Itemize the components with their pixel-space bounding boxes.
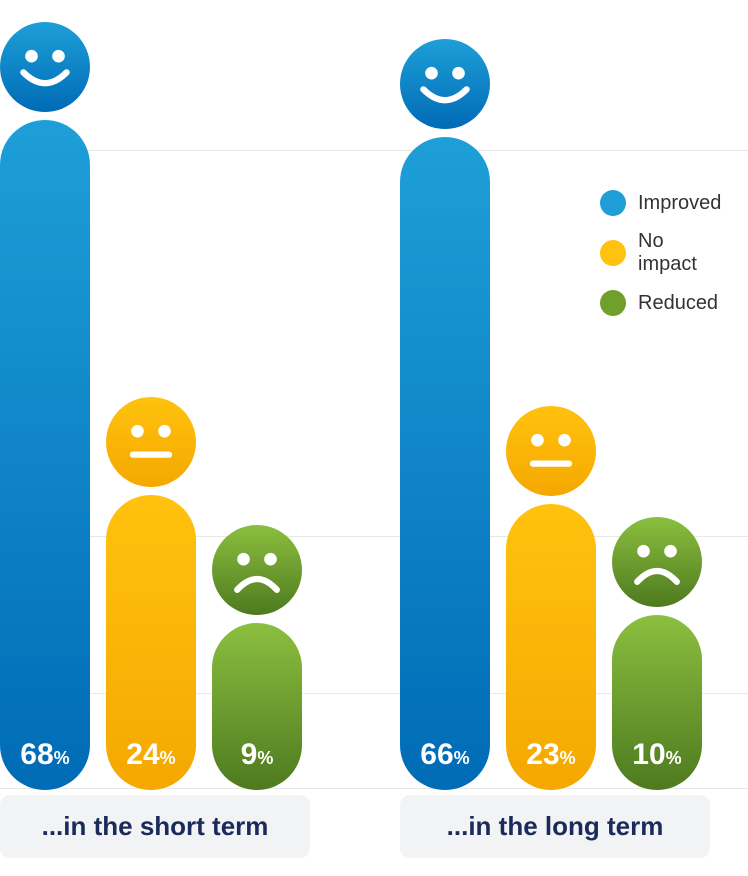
bar-improved bbox=[400, 137, 490, 790]
bar-value-suffix: % bbox=[160, 748, 176, 768]
group-caption-short_term: ...in the short term bbox=[0, 795, 310, 858]
bar-value: 23 bbox=[526, 738, 559, 771]
legend-swatch-icon bbox=[600, 290, 626, 316]
bar-value: 68 bbox=[20, 738, 53, 771]
bar-value: 10 bbox=[632, 738, 665, 771]
bar-improved bbox=[0, 120, 90, 790]
legend-swatch-icon bbox=[600, 240, 626, 266]
neutral-face-icon bbox=[106, 397, 196, 487]
happy-face-icon bbox=[0, 22, 90, 112]
legend-item-improved: Improved bbox=[600, 190, 728, 216]
group-caption-long_term: ...in the long term bbox=[400, 795, 710, 858]
bar-value-label: 24% bbox=[106, 738, 196, 772]
bar-value: 66 bbox=[420, 738, 453, 771]
bar-value: 24 bbox=[126, 738, 159, 771]
neutral-face-icon bbox=[506, 406, 596, 496]
bar-value-suffix: % bbox=[560, 748, 576, 768]
bar-value-label: 10% bbox=[612, 738, 702, 772]
sad-face-icon bbox=[612, 517, 702, 607]
bar-value-suffix: % bbox=[454, 748, 470, 768]
bar-value-label: 66% bbox=[400, 738, 490, 772]
sad-face-icon bbox=[212, 525, 302, 615]
legend-swatch-icon bbox=[600, 190, 626, 216]
legend-label: No impact bbox=[638, 230, 728, 276]
bar-value-label: 23% bbox=[506, 738, 596, 772]
legend: Improved No impact Reduced bbox=[600, 190, 728, 330]
happy-face-icon bbox=[400, 39, 490, 129]
legend-item-reduced: Reduced bbox=[600, 290, 728, 316]
chart-area: 68% 24% 9% bbox=[0, 0, 748, 790]
legend-item-no_impact: No impact bbox=[600, 230, 728, 276]
bar-value: 9 bbox=[241, 738, 258, 771]
bar-group-long_term: 66% 23% 10% bbox=[400, 0, 710, 790]
legend-label: Reduced bbox=[638, 292, 718, 315]
bar-value-label: 9% bbox=[212, 738, 302, 772]
legend-label: Improved bbox=[638, 192, 721, 215]
bar-value-suffix: % bbox=[666, 748, 682, 768]
bar-value-suffix: % bbox=[257, 748, 273, 768]
bar-group-short_term: 68% 24% 9% bbox=[0, 0, 310, 790]
bar-value-suffix: % bbox=[54, 748, 70, 768]
bar-value-label: 68% bbox=[0, 738, 90, 772]
